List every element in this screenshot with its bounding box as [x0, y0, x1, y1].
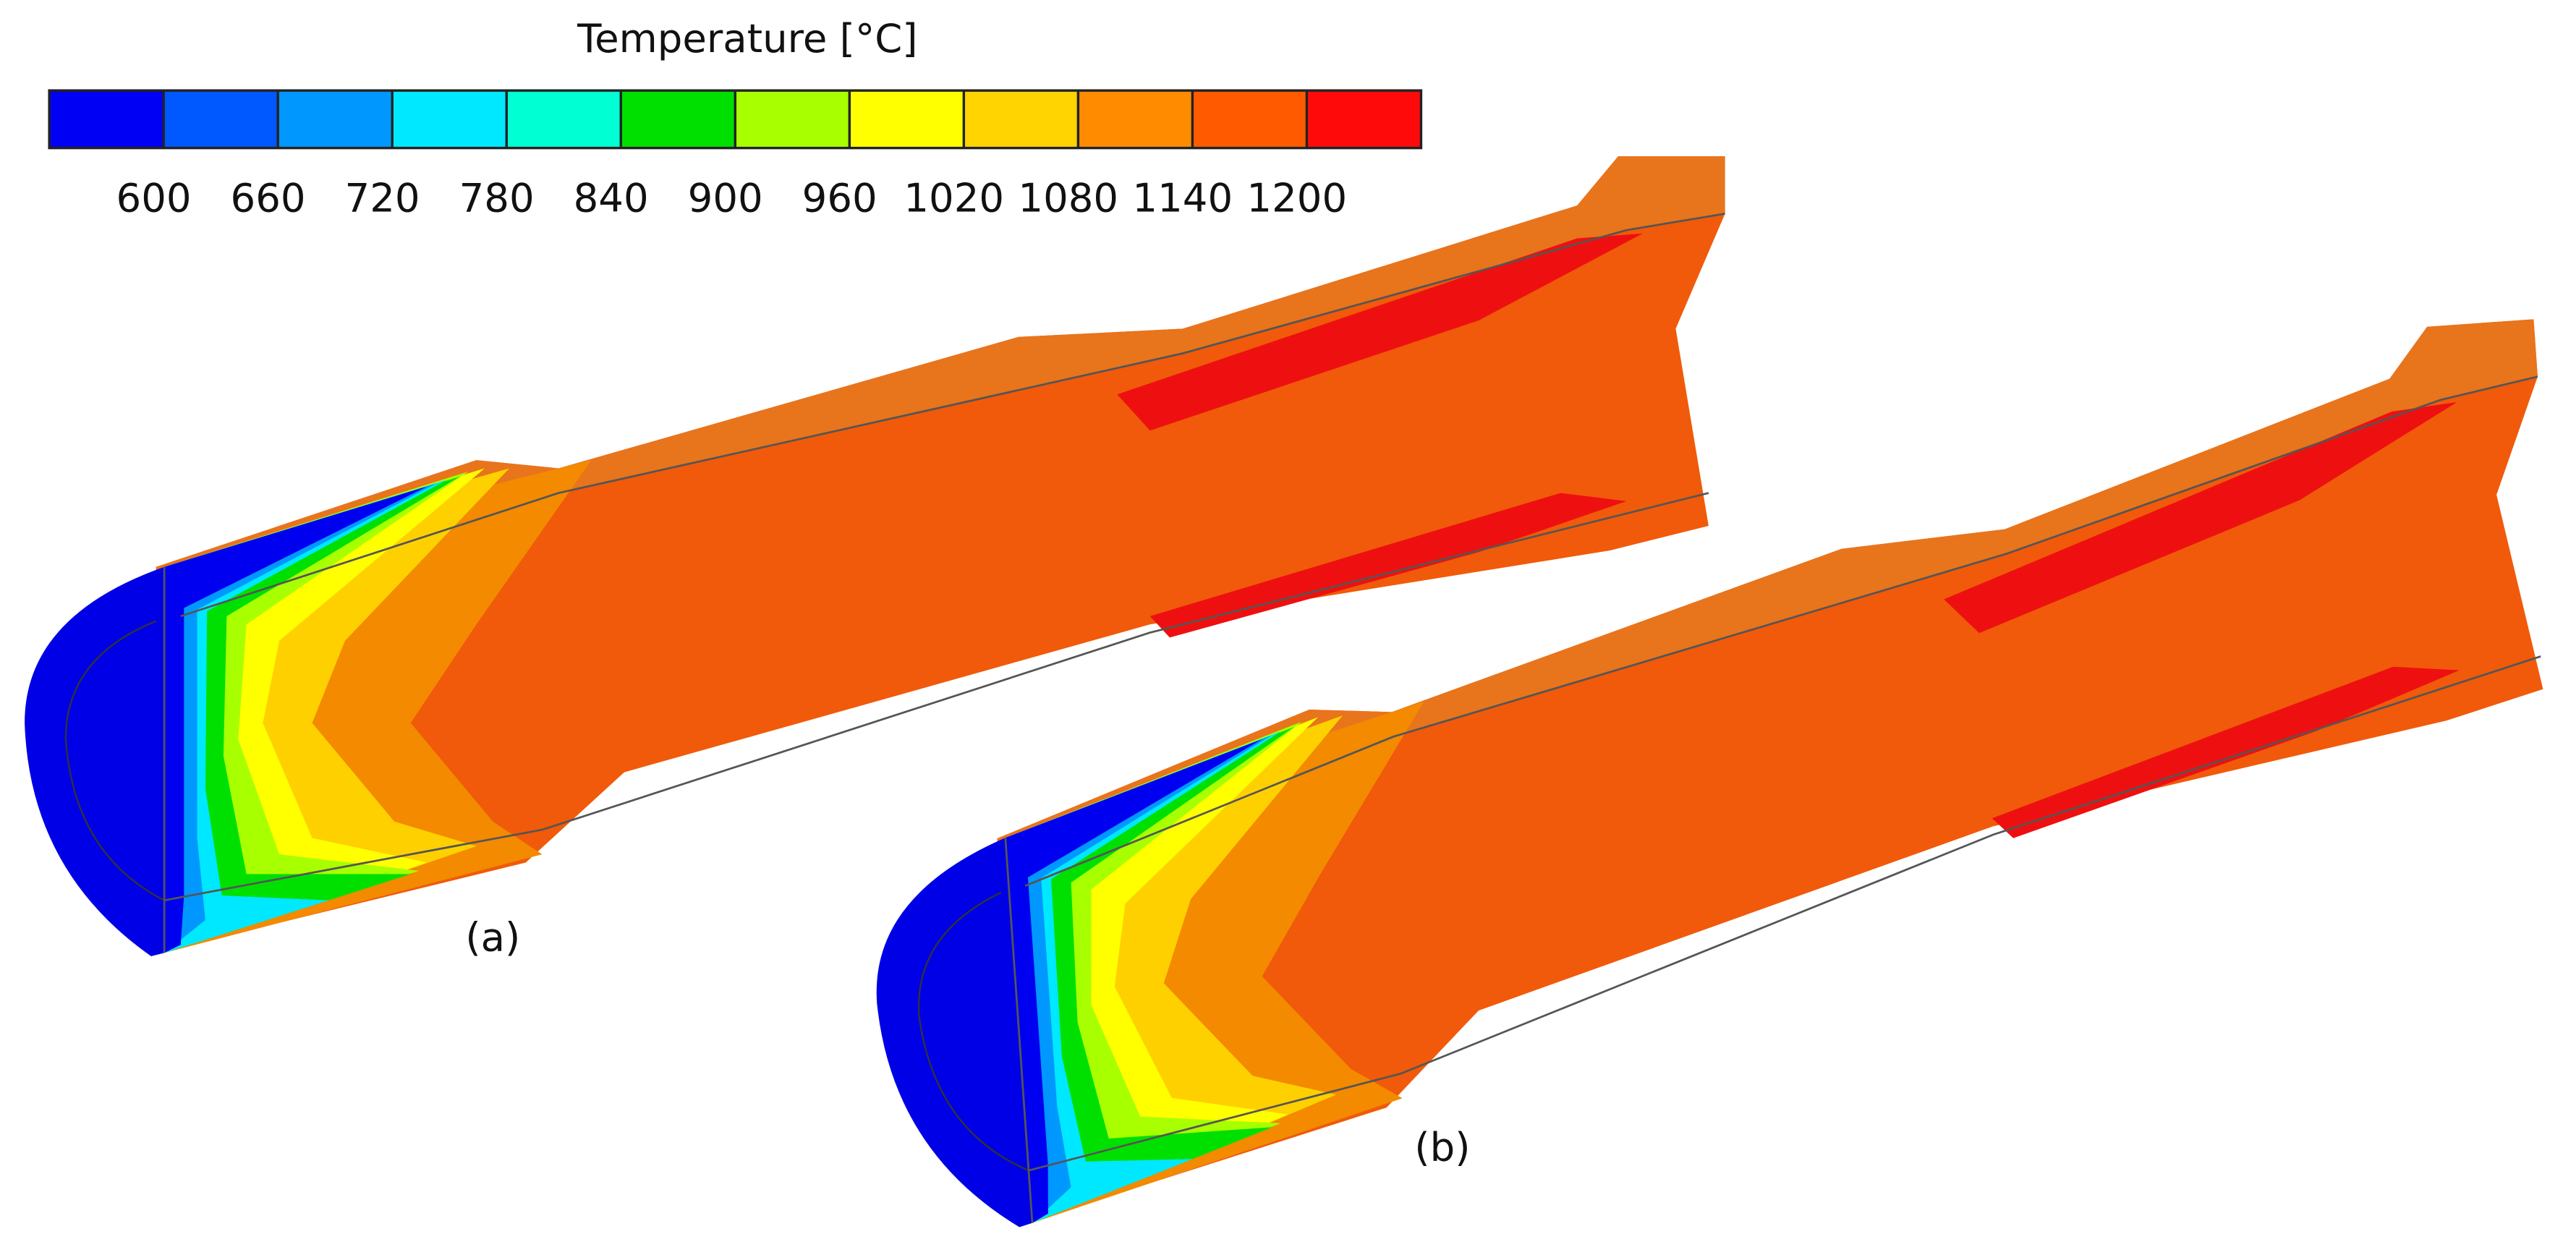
colorbar-tick-label: 1020: [904, 174, 1004, 221]
colorbar-segment: [49, 90, 164, 148]
colorbar-title: Temperature [°C]: [577, 15, 917, 61]
colorbar-tick-label: 1200: [1246, 174, 1347, 221]
colorbar-tick-label: 1080: [1018, 174, 1118, 221]
colorbar-segment: [964, 90, 1079, 148]
colorbar-tick-label: 660: [231, 174, 306, 221]
colorbar-segment: [1306, 90, 1421, 148]
colorbar-tick-label: 840: [574, 174, 649, 221]
colorbar-tick-label: 600: [116, 174, 192, 221]
panel-label: (a): [465, 914, 520, 960]
colorbar: 600 660 720 780 840 900 960 1020 1080 1140 1200: [48, 89, 1423, 221]
panel-label: (b): [1414, 1124, 1470, 1170]
colorbar-segment: [735, 90, 850, 148]
colorbar-segment: [392, 90, 507, 148]
colorbar-tick-label: 720: [345, 174, 420, 221]
colorbar-tick-label: 780: [459, 174, 535, 221]
colorbar-tick-label: 1140: [1132, 174, 1233, 221]
colorbar-segment: [849, 90, 964, 148]
colorbar-segment: [1078, 90, 1193, 148]
colorbar-tick-label: 960: [802, 174, 877, 221]
colorbar-segment: [506, 90, 621, 148]
colorbar-segment: [1192, 90, 1307, 148]
colorbar-segment: [621, 90, 736, 148]
colorbar-segment: [163, 90, 279, 148]
colorbar-tick-label: 900: [688, 174, 763, 221]
colorbar-segment: [278, 90, 393, 148]
